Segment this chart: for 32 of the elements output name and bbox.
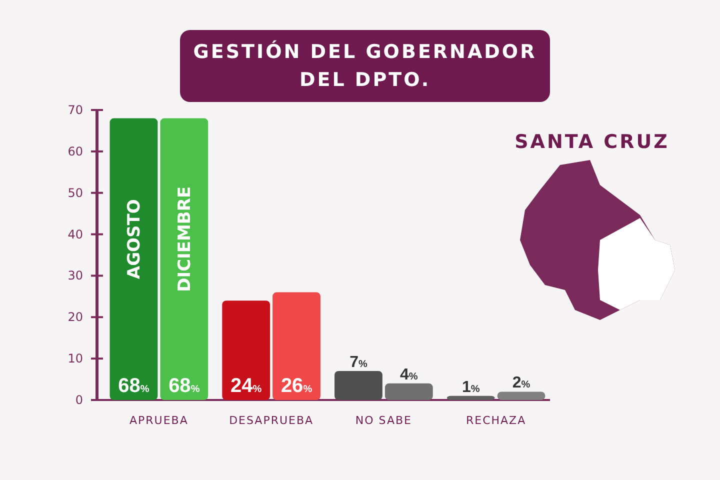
data-label: 4%	[400, 366, 418, 384]
bar	[384, 383, 433, 400]
bar	[110, 118, 158, 400]
bar	[160, 118, 208, 400]
data-label: 68%	[118, 375, 150, 397]
bar	[334, 371, 382, 400]
y-tick-label: 60	[68, 144, 83, 158]
series-label: AGOSTO	[124, 199, 145, 280]
x-tick-label: NO SABE	[355, 414, 412, 427]
x-tick-label: DESAPRUEBA	[229, 414, 314, 427]
data-label: 68%	[168, 375, 200, 397]
data-label: 26%	[280, 375, 312, 397]
annotation: SANTA CRUZ	[514, 131, 670, 153]
y-tick-label: 0	[75, 393, 83, 407]
bar	[446, 396, 495, 400]
x-tick-label: RECHAZA	[466, 414, 526, 427]
series-label: DICIEMBRE	[175, 186, 196, 292]
bar	[497, 392, 546, 400]
data-label: 1%	[462, 378, 480, 396]
y-tick-label: 20	[68, 310, 83, 324]
chart-title: GESTIÓN DEL GOBERNADOR DEL DPTO.	[193, 40, 537, 91]
y-tick-label: 40	[68, 227, 83, 242]
data-label: 24%	[230, 375, 262, 397]
x-tick-label: APRUEBA	[130, 414, 188, 427]
data-label: 7%	[350, 354, 368, 371]
bar	[222, 300, 270, 400]
data-label: 2%	[512, 374, 530, 392]
bar	[272, 292, 320, 400]
y-tick-label: 70	[68, 103, 83, 117]
y-tick-label: 30	[68, 268, 83, 283]
y-tick-label: 50	[68, 186, 83, 200]
y-tick-label: 10	[68, 352, 83, 366]
